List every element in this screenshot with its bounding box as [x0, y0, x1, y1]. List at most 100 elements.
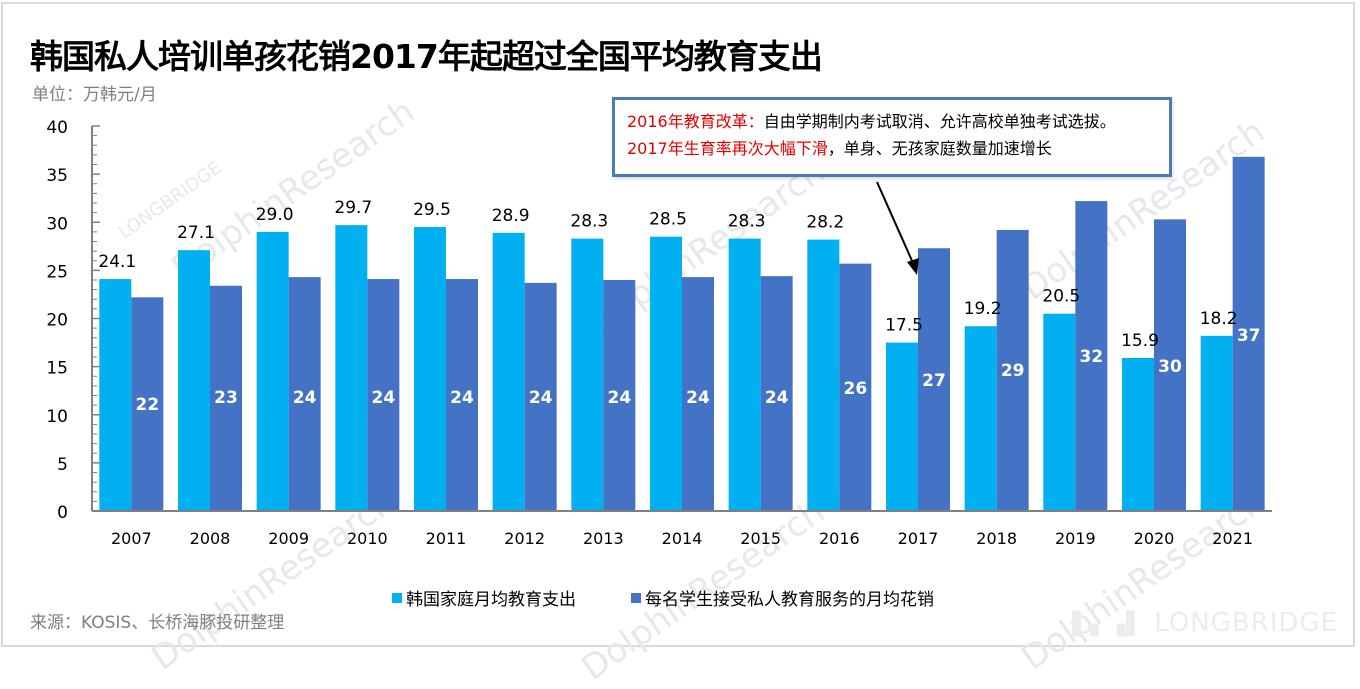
bar-household-spending — [335, 225, 368, 511]
bar-household-spending — [728, 238, 761, 512]
bar-private-tutoring-spending — [1154, 219, 1186, 512]
annotation-callout: 2016年教育改革：自由学期制内考试取消、允许高校单独考试选拔。 2017年生育… — [612, 97, 1172, 177]
data-label-household: 28.3 — [570, 212, 608, 232]
bar-private-tutoring-spending — [682, 277, 714, 511]
legend-swatch — [392, 592, 402, 603]
bar-private-tutoring-spending — [996, 229, 1029, 511]
bar-household-spending — [1122, 357, 1154, 511]
x-tick-label: 2019 — [1055, 529, 1096, 548]
callout-highlight: 2017年生育率再次大幅下滑 — [627, 139, 828, 158]
data-label-household: 17.5 — [885, 316, 923, 336]
bar-household-spending — [886, 342, 918, 511]
x-tick-label: 2016 — [819, 529, 860, 548]
bar-private-tutoring-spending — [839, 263, 872, 511]
data-label-tutoring: 24 — [765, 388, 789, 408]
legend-swatch — [631, 592, 641, 603]
y-tick-label: 40 — [46, 118, 68, 138]
source-note: 来源：KOSIS、长桥海豚投研整理 — [30, 613, 285, 633]
x-tick-label: 2012 — [504, 529, 545, 548]
legend-label: 韩国家庭月均教育支出 — [406, 590, 576, 610]
unit-label: 单位：万韩元/月 — [32, 85, 157, 105]
x-tick-label: 2018 — [976, 529, 1017, 548]
bar-household-spending — [571, 238, 604, 512]
data-label-household: 29.7 — [334, 198, 372, 218]
legend-item-series-1: 韩国家庭月均教育支出 — [392, 585, 576, 610]
bar-chart: 0 5 10 15 20 25 30 35 40 24.1 22 2007 27.1 23 2008 29.… — [46, 118, 1272, 548]
x-tick-label: 2015 — [740, 529, 781, 548]
data-label-household: 20.5 — [1042, 287, 1080, 307]
data-label-tutoring: 24 — [293, 388, 317, 408]
bar-private-tutoring-spending — [446, 279, 478, 511]
bar-private-tutoring-spending — [1075, 201, 1108, 511]
data-label-tutoring: 22 — [135, 395, 159, 415]
data-label-tutoring: 37 — [1237, 326, 1261, 346]
bar-private-tutoring-spending — [760, 276, 793, 511]
watermark-brand: LONGBRIDGE — [1154, 608, 1338, 638]
bar-private-tutoring-spending — [210, 285, 242, 511]
chart-title: 韩国私人培训单孩花销2017年起超过全国平均教育支出 — [30, 37, 823, 76]
bar-private-tutoring-spending — [131, 297, 164, 511]
y-tick-label: 35 — [46, 166, 68, 186]
longbridge-logo-watermark: ▌▖▗▌ LONGBRIDGE — [1072, 608, 1338, 638]
bar-household-spending — [414, 227, 446, 511]
bar-household-spending — [964, 326, 997, 511]
bar-private-tutoring-spending — [603, 280, 636, 511]
data-label-household: 29.5 — [413, 200, 451, 220]
data-label-household: 19.2 — [964, 299, 1002, 319]
data-label-household: 28.3 — [728, 212, 766, 232]
data-label-tutoring: 24 — [686, 388, 710, 408]
y-tick-label: 5 — [57, 455, 68, 475]
data-label-household: 28.9 — [492, 206, 530, 226]
x-tick-label: 2017 — [898, 529, 939, 548]
bar-private-tutoring-spending — [367, 279, 400, 511]
bar-household-spending — [1200, 335, 1233, 511]
y-tick-label: 0 — [57, 503, 68, 523]
data-label-household: 15.9 — [1121, 331, 1159, 351]
callout-highlight: 2016年教育改革： — [627, 112, 764, 131]
callout-line-1: 2016年教育改革：自由学期制内考试取消、允许高校单独考试选拔。 — [627, 108, 1157, 135]
data-label-household: 28.5 — [649, 210, 687, 230]
bar-private-tutoring-spending — [524, 282, 557, 511]
bar-household-spending — [99, 279, 132, 511]
x-tick-label: 2021 — [1212, 529, 1253, 548]
data-label-tutoring: 32 — [1079, 347, 1103, 367]
data-label-tutoring: 29 — [1001, 361, 1025, 381]
data-label-household: 27.1 — [177, 223, 215, 243]
callout-text: ，单身、无孩家庭数量加速增长 — [827, 139, 1052, 158]
x-tick-label: 2007 — [111, 529, 152, 548]
callout-text: 自由学期制内考试取消、允许高校单独考试选拔。 — [763, 112, 1116, 131]
y-tick-label: 30 — [46, 214, 68, 234]
legend-label: 每名学生接受私人教育服务的月均花销 — [645, 590, 934, 610]
y-tick-label: 10 — [46, 407, 68, 427]
y-tick-label: 15 — [46, 359, 68, 379]
x-tick-label: 2008 — [190, 529, 231, 548]
data-label-tutoring: 27 — [922, 371, 946, 391]
bar-household-spending — [178, 250, 210, 511]
data-label-tutoring: 24 — [450, 388, 474, 408]
legend-item-series-2: 每名学生接受私人教育服务的月均花销 — [631, 585, 934, 610]
data-label-tutoring: 24 — [371, 388, 395, 408]
data-label-household: 29.0 — [256, 205, 294, 225]
bar-private-tutoring-spending — [1232, 156, 1265, 512]
callout-line-2: 2017年生育率再次大幅下滑，单身、无孩家庭数量加速增长 — [627, 135, 1157, 162]
bar-private-tutoring-spending — [288, 277, 321, 511]
y-tick-label: 20 — [46, 311, 68, 331]
bar-household-spending — [807, 239, 840, 511]
bar-household-spending — [1043, 313, 1076, 511]
data-label-household: 28.2 — [806, 213, 844, 233]
annotation-arrow — [876, 181, 919, 275]
x-tick-label: 2009 — [268, 529, 309, 548]
x-tick-label: 2014 — [662, 529, 703, 548]
data-label-tutoring: 24 — [529, 388, 553, 408]
data-label-household: 24.1 — [98, 252, 136, 272]
y-tick-label: 25 — [46, 262, 68, 282]
data-label-tutoring: 24 — [607, 388, 631, 408]
x-tick-label: 2010 — [347, 529, 388, 548]
data-label-household: 18.2 — [1200, 309, 1238, 329]
x-tick-label: 2013 — [583, 529, 624, 548]
x-tick-label: 2011 — [426, 529, 467, 548]
bar-private-tutoring-spending — [918, 248, 950, 512]
bar-household-spending — [492, 232, 525, 511]
bar-household-spending — [650, 236, 682, 511]
data-label-tutoring: 30 — [1158, 357, 1182, 377]
